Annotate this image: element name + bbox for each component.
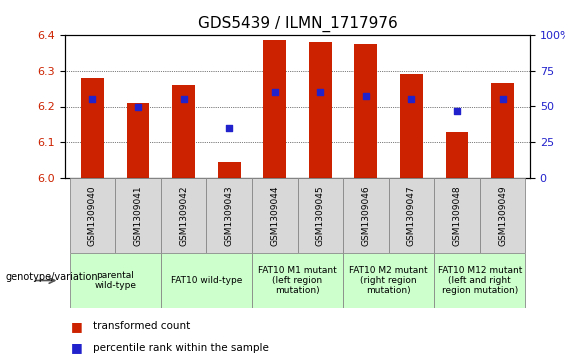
- Bar: [206, 178, 252, 253]
- Point: [225, 125, 234, 131]
- Text: FAT10 wild-type: FAT10 wild-type: [171, 276, 242, 285]
- Text: GSM1309049: GSM1309049: [498, 185, 507, 246]
- Point: [453, 108, 462, 114]
- Point: [407, 97, 416, 102]
- Text: GSM1309040: GSM1309040: [88, 185, 97, 246]
- Point: [88, 97, 97, 102]
- Bar: [446, 131, 468, 178]
- Bar: [252, 253, 343, 308]
- Bar: [69, 178, 115, 253]
- Bar: [127, 103, 149, 178]
- Bar: [309, 42, 332, 178]
- Text: GSM1309043: GSM1309043: [225, 185, 233, 246]
- Text: parental
wild-type: parental wild-type: [94, 271, 136, 290]
- Bar: [81, 78, 104, 178]
- Bar: [115, 178, 160, 253]
- Text: GSM1309046: GSM1309046: [362, 185, 371, 246]
- Text: FAT10 M2 mutant
(right region
mutation): FAT10 M2 mutant (right region mutation): [349, 266, 428, 295]
- Text: GSM1309045: GSM1309045: [316, 185, 325, 246]
- Bar: [343, 178, 389, 253]
- Text: FAT10 M12 mutant
(left and right
region mutation): FAT10 M12 mutant (left and right region …: [438, 266, 522, 295]
- Point: [316, 89, 325, 95]
- Bar: [298, 178, 343, 253]
- Point: [133, 103, 142, 109]
- Text: GSM1309042: GSM1309042: [179, 185, 188, 246]
- Text: GSM1309047: GSM1309047: [407, 185, 416, 246]
- Text: percentile rank within the sample: percentile rank within the sample: [93, 343, 269, 353]
- Bar: [354, 44, 377, 178]
- Title: GDS5439 / ILMN_1717976: GDS5439 / ILMN_1717976: [198, 16, 397, 32]
- Text: transformed count: transformed count: [93, 321, 190, 331]
- Text: genotype/variation: genotype/variation: [6, 272, 98, 282]
- Point: [362, 94, 371, 99]
- Point: [179, 97, 188, 102]
- Bar: [160, 253, 252, 308]
- Point: [498, 97, 507, 102]
- Bar: [160, 178, 206, 253]
- Bar: [343, 253, 434, 308]
- Bar: [491, 83, 514, 178]
- Bar: [400, 74, 423, 178]
- Text: ■: ■: [71, 320, 82, 333]
- Bar: [389, 178, 434, 253]
- Bar: [480, 178, 525, 253]
- Bar: [434, 253, 525, 308]
- Text: FAT10 M1 mutant
(left region
mutation): FAT10 M1 mutant (left region mutation): [258, 266, 337, 295]
- Bar: [263, 40, 286, 178]
- Text: ■: ■: [71, 342, 82, 354]
- Bar: [218, 162, 241, 178]
- Point: [270, 89, 279, 95]
- Text: GSM1309048: GSM1309048: [453, 185, 462, 246]
- Bar: [172, 85, 195, 178]
- Bar: [434, 178, 480, 253]
- Text: GSM1309041: GSM1309041: [133, 185, 142, 246]
- Text: GSM1309044: GSM1309044: [270, 185, 279, 246]
- Bar: [69, 253, 160, 308]
- Bar: [252, 178, 298, 253]
